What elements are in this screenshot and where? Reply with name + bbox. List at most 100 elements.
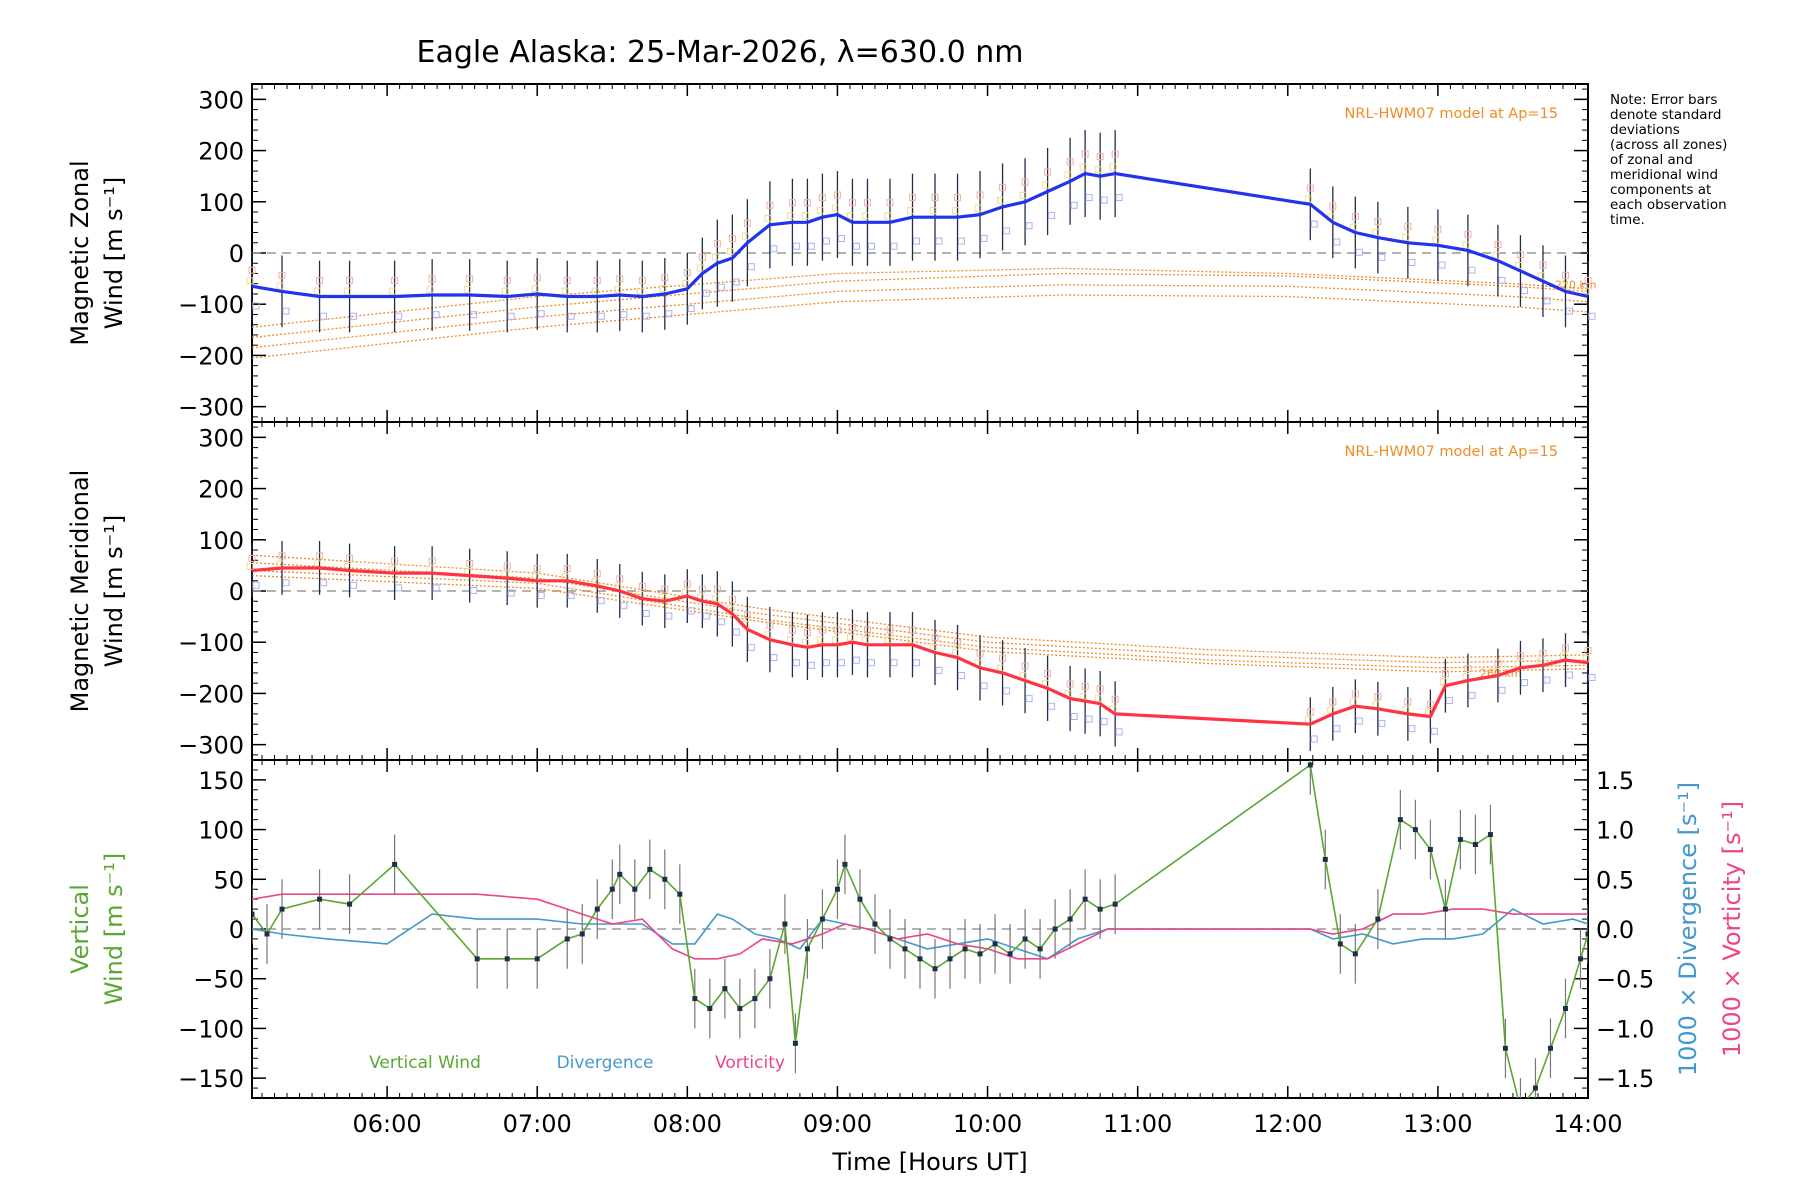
zone-sample bbox=[1355, 717, 1363, 725]
zone-sample bbox=[818, 626, 826, 634]
zone-sample bbox=[246, 277, 254, 285]
zone-sample bbox=[1306, 708, 1314, 716]
zone-sample bbox=[1462, 241, 1470, 249]
zone-sample bbox=[1100, 196, 1108, 204]
zone-sample bbox=[1310, 220, 1318, 228]
zone-sample bbox=[278, 552, 286, 560]
zone-sample bbox=[683, 580, 691, 588]
y-axis-label-line: Vertical bbox=[66, 884, 94, 974]
zone-sample bbox=[1355, 248, 1363, 256]
zone-sample bbox=[252, 581, 260, 589]
zone-sample bbox=[702, 289, 710, 297]
vertical-wind-point bbox=[252, 911, 255, 917]
zone-sample bbox=[1115, 728, 1123, 736]
zone-sample bbox=[747, 643, 755, 651]
wind-series-line bbox=[251, 566, 1589, 726]
model-curve bbox=[251, 272, 1589, 339]
y-axis-label: Magnetic Zonal Wind [m s⁻¹] bbox=[66, 160, 128, 345]
y-tick-label: −150 bbox=[178, 1065, 244, 1093]
zone-sample bbox=[952, 207, 960, 215]
y-tick-label: 0 bbox=[229, 578, 244, 606]
zone-sample bbox=[1329, 202, 1337, 210]
zone-sample bbox=[1516, 652, 1524, 660]
vertical-wind-point bbox=[1307, 762, 1313, 768]
vertical-wind-point bbox=[279, 906, 285, 912]
zone-sample bbox=[1070, 201, 1078, 209]
zone-sample bbox=[1081, 682, 1089, 690]
model-curve bbox=[251, 267, 1589, 328]
vertical-wind-point bbox=[534, 956, 540, 962]
zone-sample bbox=[702, 612, 710, 620]
note-line: Note: Error bars bbox=[1610, 92, 1717, 108]
zone-sample bbox=[246, 562, 254, 570]
vertical-wind-point bbox=[1487, 832, 1493, 838]
zone-sample bbox=[728, 595, 736, 603]
zone-sample bbox=[1404, 223, 1412, 231]
vertical-wind-point bbox=[564, 936, 570, 942]
vertical-wind-point bbox=[737, 1006, 743, 1012]
note-line: denote standard bbox=[1610, 107, 1721, 123]
zone-sample bbox=[886, 626, 894, 634]
zone-sample bbox=[466, 560, 474, 568]
zone-sample bbox=[614, 286, 622, 294]
model-curve bbox=[251, 294, 1589, 359]
zone-sample bbox=[786, 212, 794, 220]
zone-sample bbox=[1333, 238, 1341, 246]
zone-sample bbox=[846, 633, 854, 641]
zone-sample bbox=[747, 263, 755, 271]
zone-sample bbox=[997, 196, 1005, 204]
zone-sample bbox=[929, 207, 937, 215]
zone-sample bbox=[1582, 287, 1590, 295]
vertical-plot-area bbox=[252, 760, 1588, 1098]
zone-sample bbox=[1561, 271, 1569, 279]
zone-sample bbox=[391, 276, 399, 284]
vertical-wind-point bbox=[804, 946, 810, 952]
zone-sample bbox=[912, 659, 920, 667]
zone-sample bbox=[1498, 276, 1506, 284]
zone-sample bbox=[620, 311, 628, 319]
zone-sample bbox=[1021, 178, 1029, 186]
y2-tick-label: −1.5 bbox=[1596, 1065, 1654, 1093]
y-tick-label: −300 bbox=[178, 394, 244, 422]
model-curve bbox=[251, 284, 1589, 349]
zone-sample bbox=[831, 204, 839, 212]
zone-sample bbox=[1109, 163, 1117, 171]
y2-tick-label: 0.0 bbox=[1596, 916, 1634, 944]
y-tick-label: 200 bbox=[198, 476, 244, 504]
vertical-wind-point bbox=[722, 986, 728, 992]
zone-sample bbox=[1048, 702, 1056, 710]
zone-sample bbox=[389, 287, 397, 295]
x-tick-label: 09:00 bbox=[803, 1110, 872, 1138]
y-tick-label: 100 bbox=[198, 189, 244, 217]
vertical-wind-panel: −150 −100 −50 0 50 100 150 Vertical Wind [m s⁻¹]… bbox=[66, 759, 1746, 1099]
zone-sample bbox=[822, 237, 830, 245]
zone-sample bbox=[1378, 720, 1386, 728]
zone-sample bbox=[1445, 697, 1453, 705]
vertical-wind-point bbox=[1067, 916, 1073, 922]
y-axis-label-line: Magnetic Zonal bbox=[66, 160, 94, 345]
zone-sample bbox=[698, 253, 706, 261]
zone-sample bbox=[1468, 691, 1476, 699]
vertical-wind-point bbox=[662, 876, 668, 882]
zone-sample bbox=[1492, 251, 1500, 259]
zone-sample bbox=[1539, 649, 1547, 657]
zone-sample bbox=[1404, 698, 1412, 706]
note-line: (across all zones) bbox=[1610, 137, 1727, 153]
y-tick-label: 0 bbox=[229, 240, 244, 268]
vertical-wind-point bbox=[962, 946, 968, 952]
zone-sample bbox=[1306, 184, 1314, 192]
zone-sample bbox=[846, 212, 854, 220]
zone-sample bbox=[395, 584, 403, 592]
zone-sample bbox=[717, 618, 725, 626]
zone-sample bbox=[659, 285, 667, 293]
zone-sample bbox=[732, 628, 740, 636]
zone-sample bbox=[818, 194, 826, 202]
zone-sample bbox=[350, 312, 358, 320]
vertical-wind-point bbox=[594, 906, 600, 912]
zonal-wind-panel: −300 −200 −100 0 100 200 300 Magnetic Zonal Wind… bbox=[66, 83, 1597, 423]
zone-sample bbox=[665, 612, 673, 620]
x-tick-label: 14:00 bbox=[1553, 1110, 1622, 1138]
zone-sample bbox=[1021, 662, 1029, 670]
zone-sample bbox=[1561, 644, 1569, 652]
chart-title: Eagle Alaska: 25-Mar-2026, λ=630.0 nm bbox=[417, 35, 1024, 70]
